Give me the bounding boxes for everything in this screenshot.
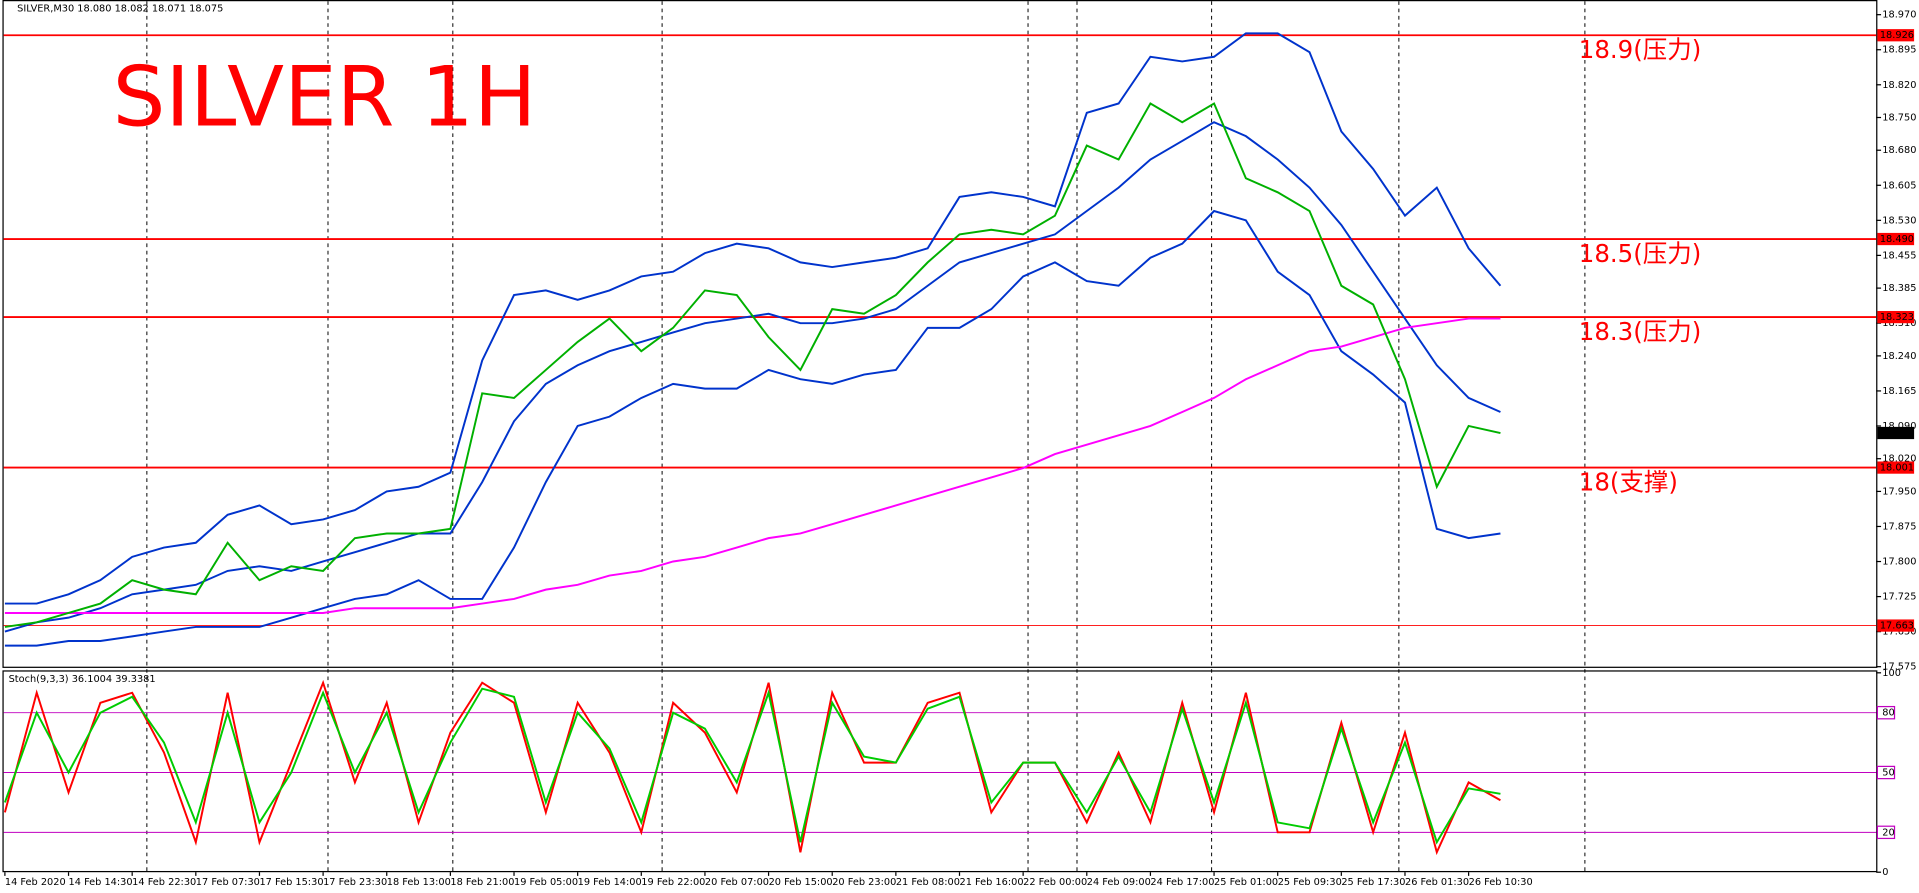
- y-tick-label: 18.090: [1882, 421, 1916, 432]
- y-tick-label: 100: [1882, 668, 1901, 679]
- y-tick-label: 18.165: [1882, 386, 1916, 397]
- series-line: [4, 317, 1501, 614]
- x-tick-label: 18 Feb 21:00: [450, 877, 514, 888]
- level-tag-label: 17.663: [1880, 621, 1914, 632]
- x-tick-label: 14 Feb 14:30: [69, 877, 133, 888]
- series-line: [3, 687, 1501, 845]
- y-tick-label: 17.950: [1882, 486, 1916, 497]
- y-tick-label: 80: [1882, 708, 1894, 719]
- x-tick-label: 19 Feb 05:00: [514, 877, 578, 888]
- x-tick-label: 17 Feb 15:30: [259, 877, 323, 888]
- x-tick-label: 18 Feb 13:00: [387, 877, 451, 888]
- level-note: 18.9(压力): [1579, 35, 1702, 64]
- y-tick-label: 18.970: [1882, 10, 1916, 21]
- y-tick-label: 18.895: [1882, 45, 1916, 56]
- x-tick-label: 21 Feb 08:00: [896, 877, 960, 888]
- y-tick-label: 18.020: [1882, 454, 1916, 465]
- level-note: 18(支撑): [1579, 467, 1678, 496]
- x-tick-label: 24 Feb 09:00: [1087, 877, 1151, 888]
- session-separators: [146, 1, 1586, 871]
- level-tag: [1876, 705, 1896, 720]
- x-tick-label: 25 Feb 09:30: [1278, 877, 1342, 888]
- main-frame: [2, 0, 1878, 668]
- level-tag: [1877, 461, 1915, 474]
- y-tick-label: 0: [1882, 867, 1888, 878]
- level-tag: [1876, 825, 1896, 840]
- x-tick-label: 22 Feb 00:00: [1023, 877, 1087, 888]
- x-tick-label: 26 Feb 01:30: [1405, 877, 1469, 888]
- level-tag: [1877, 310, 1915, 324]
- y-tick-label: 17.875: [1882, 521, 1916, 532]
- level-tag: [1877, 232, 1915, 246]
- y-tick-label: 18.385: [1882, 283, 1916, 294]
- y-tick-label: 18.680: [1882, 145, 1916, 156]
- y-tick-label: 18.605: [1882, 180, 1916, 191]
- y-tick-label: 17.575: [1882, 662, 1916, 673]
- last-price-tag: [1877, 426, 1915, 440]
- level-tag: [1877, 619, 1915, 632]
- last-price-label: 18.075: [1880, 428, 1914, 439]
- series-line: [4, 209, 1501, 647]
- y-tick-label: 50: [1882, 768, 1894, 779]
- level-tag: [1877, 29, 1915, 42]
- x-tick-label: 24 Feb 17:00: [1150, 877, 1214, 888]
- x-tick-label: 20 Feb 07:00: [705, 877, 769, 888]
- x-tick-label: 20 Feb 23:00: [832, 877, 896, 888]
- x-tick-label: 25 Feb 17:30: [1341, 877, 1405, 888]
- x-tick-label: 20 Feb 15:00: [769, 877, 833, 888]
- level-tag-label: 18.926: [1880, 30, 1914, 41]
- y-tick-label: 18.530: [1882, 215, 1916, 226]
- x-tick-label: 25 Feb 01:00: [1214, 877, 1278, 888]
- x-tick-label: 19 Feb 14:00: [578, 877, 642, 888]
- stoch-title: Stoch(9,3,3) 36.1004 39.3381: [9, 674, 156, 685]
- y-tick-label: 20: [1882, 827, 1894, 838]
- x-tick-label: 21 Feb 16:00: [960, 877, 1024, 888]
- y-tick-label: 17.725: [1882, 592, 1916, 603]
- y-tick-label: 18.750: [1882, 113, 1916, 124]
- series-line: [4, 32, 1502, 605]
- x-tick-label: 17 Feb 07:30: [196, 877, 260, 888]
- symbol-header: SILVER,M30 18.080 18.082 18.071 18.075: [17, 4, 223, 15]
- level-tag-label: 18.001: [1880, 463, 1914, 474]
- y-tick-label: 18.310: [1882, 318, 1916, 329]
- x-tick-label: 14 Feb 2020: [5, 877, 66, 888]
- y-tick-label: 18.240: [1882, 351, 1916, 362]
- level-tag: [1876, 765, 1896, 780]
- x-tick-label: 14 Feb 22:30: [132, 877, 196, 888]
- y-tick-label: 17.650: [1882, 627, 1916, 638]
- series-line: [4, 102, 1501, 628]
- y-tick-label: 18.820: [1882, 80, 1916, 91]
- level-tag-label: 18.323: [1880, 312, 1914, 323]
- x-tick-label: 26 Feb 10:30: [1469, 877, 1533, 888]
- level-tag-label: 18.490: [1880, 234, 1914, 245]
- level-note: 18.5(压力): [1579, 239, 1702, 268]
- chart-title: SILVER 1H: [113, 49, 537, 146]
- y-tick-label: 17.800: [1882, 557, 1916, 568]
- x-tick-label: 17 Feb 23:30: [323, 877, 387, 888]
- y-tick-label: 18.455: [1882, 250, 1916, 261]
- x-tick-label: 19 Feb 22:00: [641, 877, 705, 888]
- level-note: 18.3(压力): [1579, 317, 1702, 346]
